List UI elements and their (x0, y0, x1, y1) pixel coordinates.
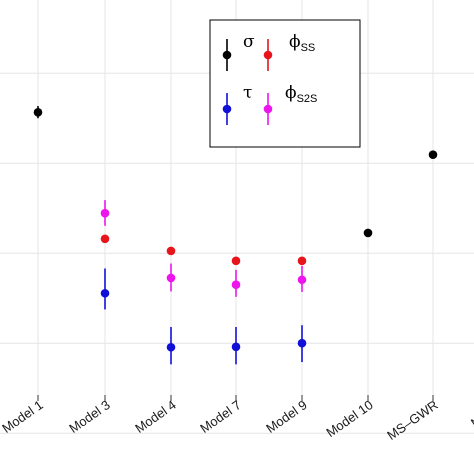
series-ϕSS (100, 234, 307, 266)
data-point (297, 256, 307, 266)
legend-label: τ (243, 83, 252, 103)
data-point (166, 273, 176, 283)
data-point (33, 108, 43, 117)
legend-item: ϕSS (263, 32, 315, 71)
legend-marker (263, 50, 273, 60)
data-point (166, 342, 176, 352)
series-σ (33, 106, 438, 238)
data-point (166, 246, 176, 256)
data-point (363, 228, 373, 238)
legend-item: τ (222, 83, 252, 125)
legend-label: σ (243, 32, 255, 52)
data-point (231, 280, 241, 290)
legend-marker (222, 50, 232, 60)
data-point (297, 275, 307, 285)
legend-item: σ (222, 32, 255, 71)
data-marks (33, 106, 438, 365)
series-ϕS2S (100, 200, 307, 297)
data-point (428, 150, 438, 159)
gridlines (0, 0, 474, 434)
legend-marker (222, 104, 232, 114)
legend-marker (263, 104, 273, 114)
data-point (231, 342, 241, 352)
data-point (100, 208, 110, 218)
data-point (100, 288, 110, 298)
data-point (231, 256, 241, 266)
series-τ (100, 268, 307, 365)
data-point (100, 234, 110, 244)
data-point (297, 338, 307, 348)
legend-box (209, 19, 361, 148)
